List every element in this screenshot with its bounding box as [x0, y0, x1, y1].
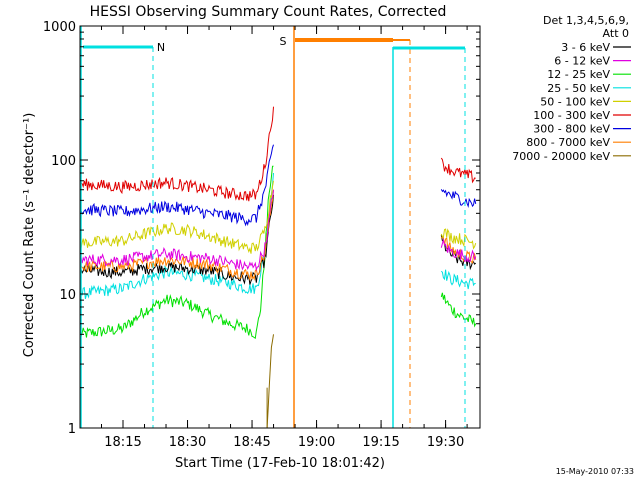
x-axis-label: Start Time (17-Feb-10 18:01:42): [175, 456, 385, 471]
series-line: [79, 172, 274, 300]
legend-entry-label: 50 - 100 keV: [540, 95, 610, 108]
legend-entry-label: 300 - 800 keV: [533, 123, 610, 136]
timestamp: 15-May-2010 07:33: [556, 467, 634, 476]
y-tick-label: 10: [59, 288, 76, 303]
series-line: [440, 238, 477, 263]
series-line: [440, 157, 476, 184]
legend-header-line-1: Det 1,3,4,5,6,9,: [543, 14, 629, 27]
legend-entry-label: 6 - 12 keV: [554, 55, 610, 68]
series-line: [79, 189, 274, 272]
series-line: [79, 144, 274, 227]
y-tick-label: 1: [68, 422, 76, 437]
night-flag-label: N: [157, 41, 165, 54]
legend-entry-label: 100 - 300 keV: [533, 109, 610, 122]
axis-layer: 1 10 100 1000 18:15 18:30 18:45 19:00 19:15 19:30: [43, 20, 481, 450]
x-tick-label: 18:30: [169, 435, 206, 450]
y-tick-label: 1000: [43, 20, 76, 35]
x-tick-label: 18:15: [104, 435, 141, 450]
series-line: [266, 334, 274, 429]
legend-entry-label: 3 - 6 keV: [561, 41, 610, 54]
series-line: [79, 180, 274, 254]
legend-entry-label: 7000 - 20000 keV: [512, 150, 610, 163]
x-tick-label: 18:45: [233, 435, 270, 450]
series-line: [79, 165, 274, 340]
series-line: [79, 106, 274, 202]
x-tick-label: 19:30: [427, 435, 464, 450]
legend-entry-label: 25 - 50 keV: [547, 82, 610, 95]
series-line: [440, 228, 477, 250]
chart-title: HESSI Observing Summary Count Rates, Cor…: [90, 4, 447, 20]
x-tick-label: 19:15: [362, 435, 399, 450]
legend-entry-label: 800 - 7000 keV: [526, 136, 610, 149]
plot-frame: [79, 25, 481, 429]
y-tick-label: 100: [51, 154, 76, 169]
series-line: [440, 189, 477, 209]
series-line: [440, 292, 477, 328]
saa-flag-label: S: [280, 35, 287, 48]
series-line: [440, 269, 476, 290]
plot-layer: [79, 106, 477, 429]
legend-header-line-2: Att 0: [603, 27, 629, 40]
series-line: [440, 235, 477, 264]
series-line: [79, 194, 274, 285]
legend-entry-label: 12 - 25 keV: [547, 68, 610, 81]
y-axis-label: Corrected Count Rate (s⁻¹ detector⁻¹): [22, 113, 37, 358]
x-tick-label: 19:00: [298, 435, 335, 450]
